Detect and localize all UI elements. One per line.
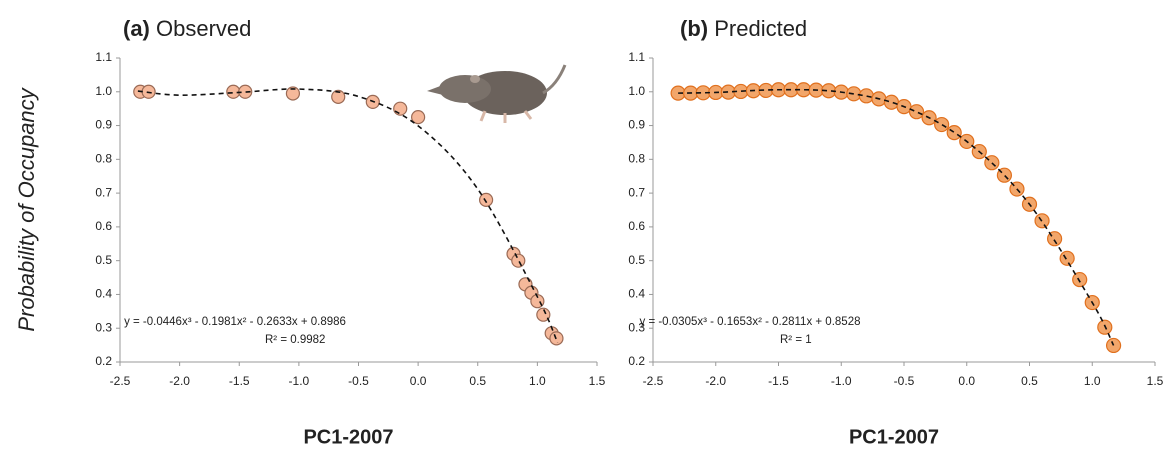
y-tick-label: 0.6: [628, 219, 645, 233]
point: [411, 110, 426, 125]
x-tick-label: -1.0: [289, 374, 310, 388]
y-tick-label: 0.2: [95, 354, 112, 368]
panel-label: (a): [123, 16, 150, 41]
y-tick-label: 0.7: [95, 185, 112, 199]
trend-line: [678, 88, 1115, 346]
y-tick-label: 0.5: [628, 253, 645, 267]
y-tick-label: 0.3: [95, 320, 112, 334]
x-tick-label: -0.5: [894, 374, 915, 388]
point: [908, 104, 925, 120]
x-tick-label: 0.0: [410, 374, 427, 388]
point: [478, 192, 494, 207]
y-tick-label: 0.8: [628, 152, 645, 166]
x-tick-label: 0.5: [469, 374, 486, 388]
equation: R² = 0.9982: [265, 334, 325, 346]
y-tick-label: 1.0: [95, 84, 112, 98]
x-tick-label: -2.5: [110, 374, 131, 388]
panel-title: Observed: [156, 16, 251, 41]
points: [670, 82, 1122, 354]
trend-line: [137, 88, 559, 344]
y-tick-label: 0.8: [95, 152, 112, 166]
x-tick-label: 1.5: [589, 374, 606, 388]
x-tick-label: -1.0: [831, 374, 852, 388]
x-tick-label: -2.5: [643, 374, 664, 388]
point: [536, 307, 551, 322]
x-tick-label: -0.5: [348, 374, 369, 388]
y-tick-label: 0.7: [628, 185, 645, 199]
point: [1072, 271, 1088, 288]
equation: y = -0.0446x³ - 0.1981x² - 0.2633x + 0.8…: [124, 316, 346, 328]
y-tick-label: 0.3: [628, 320, 645, 334]
point: [331, 89, 346, 104]
panel-title: Predicted: [714, 16, 807, 41]
equation: R² = 1: [780, 334, 812, 346]
y-axis-label: Probability of Occupancy: [14, 86, 39, 331]
shrew-illustration: [427, 64, 567, 123]
panel-label: (b): [680, 16, 708, 41]
y-tick-label: 1.1: [628, 50, 645, 64]
x-tick-label: 1.0: [529, 374, 546, 388]
x-tick-label: -2.0: [169, 374, 190, 388]
point: [946, 125, 962, 141]
x-tick-label: -2.0: [705, 374, 726, 388]
point: [883, 94, 900, 110]
y-tick-label: 1.1: [95, 50, 112, 64]
y-tick-label: 0.4: [95, 287, 112, 301]
y-tick-label: 0.9: [95, 118, 112, 132]
point: [511, 253, 526, 268]
y-tick-label: 0.4: [628, 287, 645, 301]
chart-title: (a) Observed: [123, 16, 251, 41]
point: [285, 86, 301, 101]
y-tick-label: 0.2: [628, 354, 645, 368]
point: [1059, 250, 1075, 266]
x-tick-label: -1.5: [768, 374, 789, 388]
x-tick-label: 1.0: [1084, 374, 1101, 388]
x-axis-label: PC1-2007: [303, 426, 393, 448]
point: [393, 101, 408, 116]
equation: y = -0.0305x³ - 0.1653x² - 0.2811x + 0.8…: [640, 316, 861, 328]
y-tick-label: 0.9: [628, 118, 645, 132]
y-tick-label: 0.6: [95, 219, 112, 233]
point: [934, 116, 950, 133]
x-axis-label: PC1-2007: [849, 426, 939, 448]
x-tick-label: 0.5: [1021, 374, 1038, 388]
x-tick-label: -1.5: [229, 374, 250, 388]
y-tick-label: 1.0: [628, 84, 645, 98]
points: [133, 84, 564, 346]
x-tick-label: 0.0: [958, 374, 975, 388]
x-tick-label: 1.5: [1147, 374, 1164, 388]
chart-title: (b) Predicted: [680, 16, 807, 41]
y-tick-label: 0.5: [95, 253, 112, 267]
